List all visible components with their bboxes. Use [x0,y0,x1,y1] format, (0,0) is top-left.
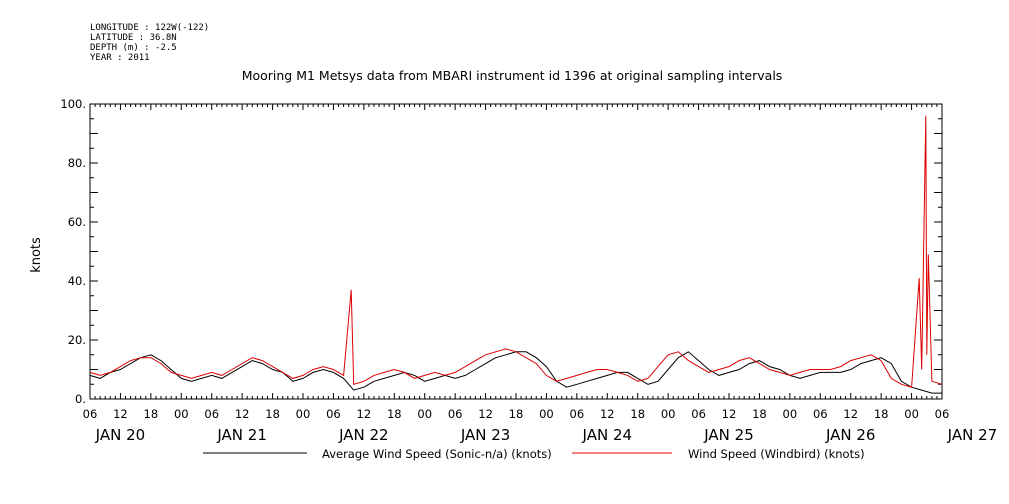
y-tick-label: 80. [68,156,86,170]
header-depth: DEPTH (m) : -2.5 [90,43,177,53]
x-tick-label: 18 [509,407,524,421]
date-label: JAN 26 [825,426,876,444]
x-tick-label: 12 [600,407,615,421]
x-tick-label: 06 [326,407,341,421]
x-tick-label: 00 [539,407,554,421]
header-longitude: LONGITUDE : 122W(-122) [90,23,209,33]
x-tick-label: 06 [448,407,463,421]
x-tick-label: 12 [843,407,858,421]
series-lines [89,115,943,394]
date-label: JAN 20 [95,426,146,444]
x-tick-label: 06 [570,407,585,421]
chart-title: Mooring M1 Metsys data from MBARI instru… [242,68,783,83]
x-tick-label: 18 [387,407,402,421]
x-tick-label: 18 [874,407,889,421]
header-year: YEAR : 2011 [90,53,150,63]
y-tick-label: 0. [75,392,86,406]
plot-frame [89,103,943,400]
x-tick-label: 00 [417,407,432,421]
y-tick-label: 40. [68,274,86,288]
legend: Average Wind Speed (Sonic-n/a) (knots) W… [203,447,865,461]
x-tick-label: 00 [174,407,189,421]
date-label: JAN 27 [947,426,998,444]
y-tick-labels: 0. 20. 40. 60. 80. 100. [60,97,86,406]
x-tick-label: 06 [813,407,828,421]
x-tick-label: 12 [113,407,128,421]
x-tick-label: 00 [783,407,798,421]
axis-ticks [89,103,943,400]
x-tick-label: 18 [752,407,767,421]
x-tick-label: 00 [296,407,311,421]
x-tick-label: 06 [204,407,219,421]
x-tick-label: 12 [235,407,250,421]
legend-label-average: Average Wind Speed (Sonic-n/a) (knots) [322,447,552,461]
series-line-average-wind-speed [89,351,942,394]
y-tick-label: 20. [68,333,86,347]
x-tick-label: 18 [265,407,280,421]
x-tick-label: 00 [904,407,919,421]
x-tick-label: 12 [478,407,493,421]
y-tick-label: 100. [60,97,86,111]
date-label: JAN 21 [216,426,267,444]
header-latitude: LATITUDE : 36.8N [90,33,177,43]
x-tick-label: 12 [722,407,737,421]
x-tick-label: 06 [691,407,706,421]
date-label: JAN 23 [460,426,511,444]
date-label: JAN 25 [703,426,754,444]
y-tick-label: 60. [68,215,86,229]
date-labels: JAN 20 JAN 21 JAN 22 JAN 23 JAN 24 JAN 25 JAN … [95,426,998,444]
x-tick-label: 18 [630,407,645,421]
legend-label-windbird: Wind Speed (Windbird) (knots) [688,447,865,461]
series-line-windbird-wind-speed [89,115,943,388]
date-label: JAN 22 [338,426,389,444]
x-tick-label: 06 [935,407,950,421]
x-tick-labels: 06 12 18 00 06 12 18 00 06 12 18 00 06 12 18 00 06 12 18 00… [83,407,950,421]
x-tick-label: 12 [357,407,372,421]
y-axis-label: knots [29,237,44,273]
date-label: JAN 24 [582,426,633,444]
x-tick-label: 00 [661,407,676,421]
x-tick-label: 06 [83,407,98,421]
x-tick-label: 18 [144,407,159,421]
